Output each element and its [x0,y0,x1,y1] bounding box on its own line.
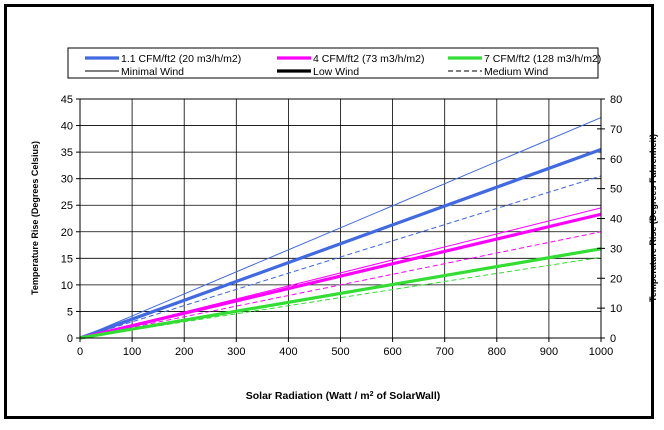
x-axis-title-sup: 2 [370,391,374,398]
y-right-tick-label: 80 [610,94,622,106]
legend-box [67,47,599,79]
x-tick-label: 700 [436,346,454,358]
legend-label: Low Wind [313,66,359,78]
x-tick-label: 900 [540,346,558,358]
series-line [79,231,602,339]
y-right-tick-label: 60 [610,154,622,166]
x-tick-label: 100 [123,346,141,358]
y-left-tick-label: 10 [61,280,73,292]
x-tick-label: 0 [77,346,83,358]
legend-label: Medium Wind [484,66,548,78]
y-left-tick-label: 15 [61,253,73,265]
x-axis-title-main: Solar Radiation (Watt / m [246,390,370,402]
y-left-tick-label: 35 [61,147,73,159]
y-right-tick-label: 0 [610,333,616,345]
y-left-tick-label: 20 [61,227,73,239]
y-right-tick-label: 50 [610,184,622,196]
legend-label: 7 CFM/ft2 (128 m3/h/m2) [484,53,601,65]
legend-label: 4 CFM/ft2 (73 m3/h/m2) [313,53,424,65]
x-tick-label: 200 [175,346,193,358]
y-left-tick-label: 30 [61,174,73,186]
y-left-tick-label: 40 [61,121,73,133]
y-left-tick-label: 0 [67,333,73,345]
x-tick-label: 500 [331,346,349,358]
x-axis-title-rest: of SolarWall) [374,390,441,402]
x-tick-label: 600 [383,346,401,358]
y-right-axis-title: Temperature Rise (Degrees Fahrenheit) [648,134,658,302]
grid [79,98,602,339]
x-axis-title: Solar Radiation (Watt / m2 of SolarWall) [246,390,440,402]
series-line [79,212,602,340]
y-right-tick-label: 30 [610,243,622,255]
y-right-tick-label: 20 [610,273,622,285]
y-right-tick-label: 10 [610,303,622,315]
series-group [79,117,602,340]
x-tick-label: 1000 [589,346,613,358]
legend-label: Minimal Wind [121,66,184,78]
y-left-tick-label: 25 [61,200,73,212]
x-tick-label: 400 [279,346,297,358]
y-right-tick-label: 40 [610,214,622,226]
series-line [79,117,602,339]
legend: 1.1 CFM/ft2 (20 m3/h/m2) 4 CFM/ft2 (73 m3… [67,47,601,79]
y-left-axis-title: Temperature Rise (Degrees Celsius) [30,141,40,295]
y-right-tick-label: 70 [610,124,622,136]
y-left-tick-label: 45 [61,94,73,106]
axes: 0 100 200 300 400 500 600 700 800 900 100005101520… [61,94,623,358]
x-tick-label: 300 [227,346,245,358]
y-left-tick-label: 5 [67,306,73,318]
series-line [79,175,602,339]
x-tick-label: 800 [488,346,506,358]
legend-label: 1.1 CFM/ft2 (20 m3/h/m2) [121,53,241,65]
series-line [79,147,602,340]
series-line [79,247,602,340]
